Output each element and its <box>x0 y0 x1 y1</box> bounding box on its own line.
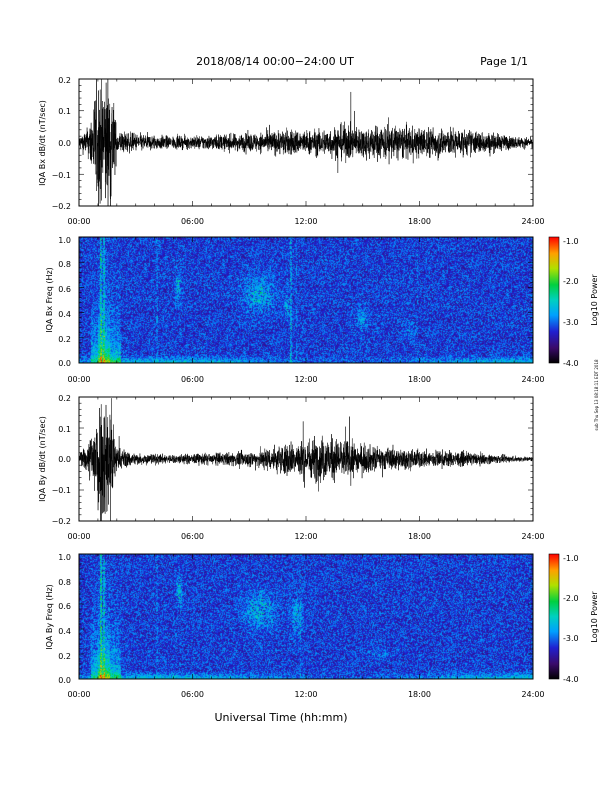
x-tick-label-0: 00:00 <box>67 375 90 384</box>
y-tick-label-5: 0.0 <box>58 676 71 685</box>
y-tick-label-4: −0.2 <box>52 517 71 526</box>
colorbar-bx: -1.0 -2.0 -3.0 -4.0 Log10 Power <box>548 236 599 368</box>
y-tick-label-0: 1.0 <box>58 236 71 245</box>
colorbar-label: Log10 Power <box>590 591 599 643</box>
x-tick-label-4: 24:00 <box>521 375 544 384</box>
x-tick-label-1: 06:00 <box>181 217 204 226</box>
page-number: Page 1/1 <box>480 55 528 68</box>
panel-by-spectrogram: IQA By Freq (Hz) 1.0 0.8 0.6 0.4 0.2 0.0… <box>45 553 599 699</box>
x-tick-label-2: 12:00 <box>294 532 317 541</box>
x-tick-label-2: 12:00 <box>294 690 317 699</box>
panel-bx-spectrogram: IQA Bx Freq (Hz) 1.0 0.8 0.6 0.4 0.2 0.0… <box>45 236 599 384</box>
colorbar-gradient <box>548 236 560 364</box>
x-axis-label: Universal Time (hh:mm) <box>215 711 348 724</box>
x-tick-label-3: 18:00 <box>408 532 431 541</box>
x-tick-label-1: 06:00 <box>181 375 204 384</box>
y-axis-label: IQA By Freq (Hz) <box>45 584 54 650</box>
trace-line <box>79 79 533 206</box>
colorbar-tick-3: -4.0 <box>563 675 579 684</box>
colorbar-tick-2: -3.0 <box>563 634 579 643</box>
bx-spectrogram-image <box>79 237 533 363</box>
y-tick-label-2: 0.6 <box>58 602 71 611</box>
y-axis-label: IQA Bx dB/dt (nT/sec) <box>38 100 47 186</box>
panel-by-timeseries: IQA By dB/dt (nT/sec) 0.2 0.1 0.0 −0.1 −… <box>38 394 545 541</box>
colorbar-tick-1: -2.0 <box>563 594 579 603</box>
y-tick-label-2: 0.6 <box>58 285 71 294</box>
y-tick-label-1: 0.1 <box>58 425 71 434</box>
colorbar-tick-3: -4.0 <box>563 359 579 368</box>
x-tick-label-1: 06:00 <box>181 532 204 541</box>
colorbar-tick-0: -1.0 <box>563 237 579 246</box>
y-axis-label: IQA Bx Freq (Hz) <box>45 267 54 333</box>
x-tick-label-3: 18:00 <box>408 690 431 699</box>
x-tick-label-2: 12:00 <box>294 217 317 226</box>
x-tick-label-3: 18:00 <box>408 217 431 226</box>
x-tick-label-4: 24:00 <box>521 217 544 226</box>
colorbar-tick-1: -2.0 <box>563 277 579 286</box>
page-title: 2018/08/14 00:00−24:00 UT <box>196 55 354 68</box>
y-tick-label-3: −0.1 <box>52 171 71 180</box>
by-trace <box>79 398 533 521</box>
x-tick-label-4: 24:00 <box>521 690 544 699</box>
y-tick-label-0: 0.2 <box>58 394 71 403</box>
side-note: sub Thu Sep 13 08:18:11 EDT 2018 <box>594 359 599 431</box>
x-tick-label-3: 18:00 <box>408 375 431 384</box>
bx-trace <box>79 79 533 206</box>
x-tick-label-4: 24:00 <box>521 532 544 541</box>
y-tick-label-1: 0.8 <box>58 260 71 269</box>
y-tick-label-3: 0.4 <box>58 627 71 636</box>
y-tick-label-4: 0.2 <box>58 652 71 661</box>
y-tick-label-2: 0.0 <box>58 139 71 148</box>
x-tick-label-0: 00:00 <box>67 532 90 541</box>
x-tick-label-2: 12:00 <box>294 375 317 384</box>
trace-line <box>79 398 533 521</box>
colorbar-by: -1.0 -2.0 -3.0 -4.0 Log10 Power <box>548 553 599 684</box>
y-tick-label-3: −0.1 <box>52 486 71 495</box>
colorbar-tick-0: -1.0 <box>563 554 579 563</box>
y-tick-label-1: 0.8 <box>58 578 71 587</box>
x-tick-label-0: 00:00 <box>67 690 90 699</box>
y-tick-label-5: 0.0 <box>58 359 71 368</box>
y-tick-label-3: 0.4 <box>58 310 71 319</box>
by-spectrogram-image <box>79 554 533 679</box>
colorbar-gradient <box>548 553 560 680</box>
x-tick-label-0: 00:00 <box>67 217 90 226</box>
y-tick-label-1: 0.1 <box>58 107 71 116</box>
colorbar-label: Log10 Power <box>590 274 599 326</box>
y-tick-label-4: 0.2 <box>58 335 71 344</box>
x-tick-label-1: 06:00 <box>181 690 204 699</box>
panel-bx-timeseries: IQA Bx dB/dt (nT/sec) 00:00 06:00 12:00 … <box>38 76 545 226</box>
y-tick-label-4: −0.2 <box>52 202 71 211</box>
y-axis-label: IQA By dB/dt (nT/sec) <box>38 416 47 502</box>
colorbar-tick-2: -3.0 <box>563 318 579 327</box>
y-tick-label-0: 1.0 <box>58 553 71 562</box>
y-tick-label-2: 0.0 <box>58 455 71 464</box>
y-tick-label-0: 0.2 <box>58 76 71 85</box>
